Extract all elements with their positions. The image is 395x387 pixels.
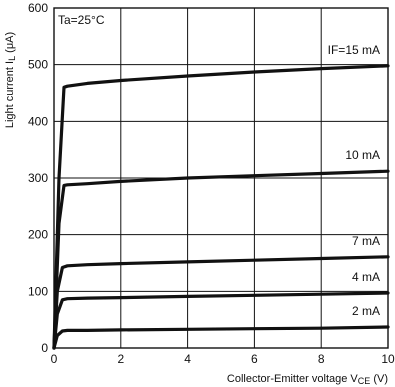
series-label: 4 mA [352, 270, 380, 284]
series-label: 10 mA [345, 148, 380, 162]
series-label: IF=15 mA [328, 43, 380, 57]
series-label: 2 mA [352, 304, 380, 318]
y-tick-label: 0 [41, 341, 48, 355]
y-tick-label: 500 [28, 58, 48, 72]
y-tick-label: 600 [28, 1, 48, 15]
x-tick-label: 10 [381, 352, 395, 366]
y-tick-label: 400 [28, 114, 48, 128]
label-layer: IF=15 mA 10 mA 7 mA 4 mA 2 mA [328, 43, 380, 318]
x-tick-label: 6 [251, 352, 258, 366]
series-line [52, 255, 390, 350]
x-tick-label: 8 [318, 352, 325, 366]
y-tick-label: 300 [28, 171, 48, 185]
temperature-annotation: Ta=25°C [58, 13, 105, 27]
plot-frame [53, 7, 389, 349]
y-axis-title: Light current IL (μA) [4, 32, 17, 128]
x-tick-label: 0 [51, 352, 58, 366]
series-line [52, 291, 390, 350]
x-axis-title: Collector-Emitter voltage VCE (V) [227, 373, 388, 386]
series-label: 7 mA [352, 234, 380, 248]
x-tick-label: 2 [117, 352, 124, 366]
series-line [52, 64, 390, 350]
x-tick-label: 4 [184, 352, 191, 366]
series-line [52, 325, 390, 350]
series-line [52, 169, 390, 350]
series-layer [52, 64, 390, 350]
y-tick-label: 200 [28, 228, 48, 242]
y-tick-label: 100 [28, 284, 48, 298]
